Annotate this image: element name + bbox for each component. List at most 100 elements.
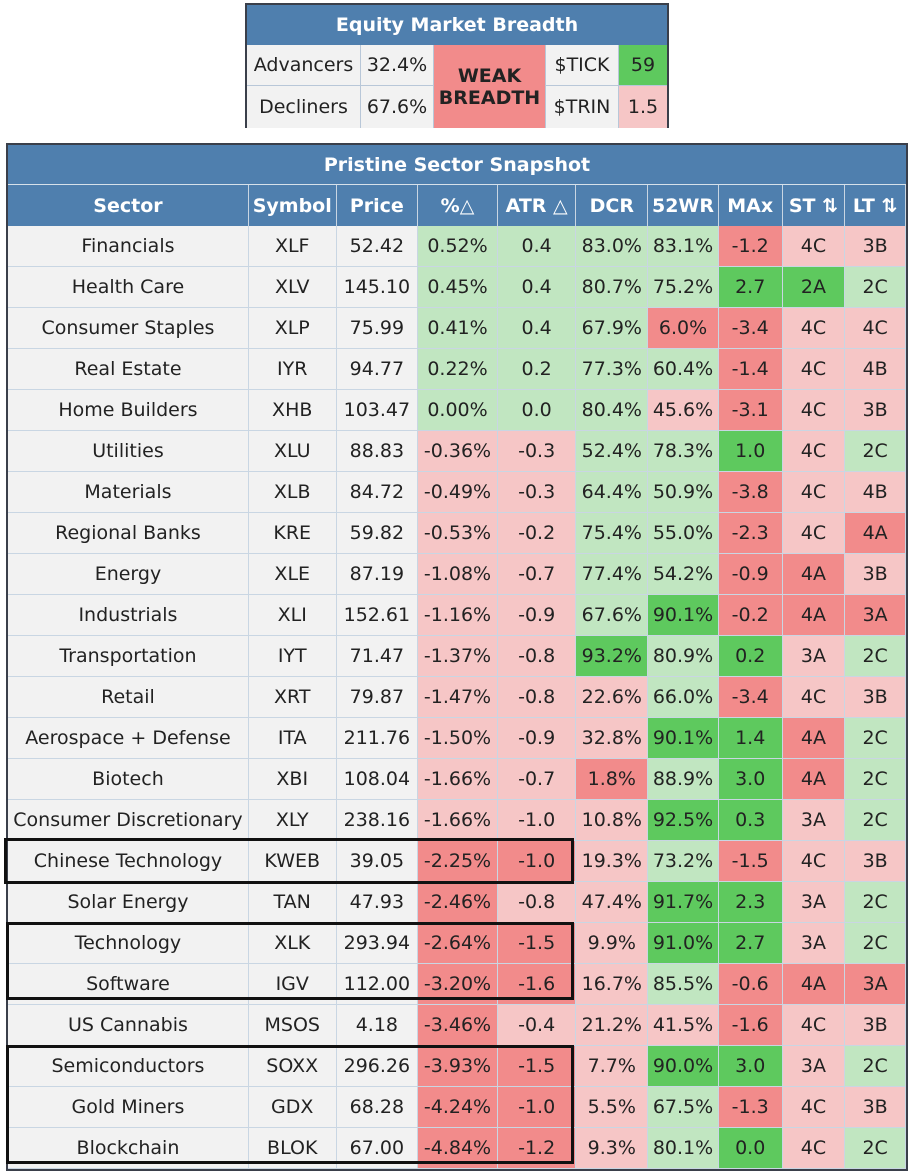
cell-sector: US Cannabis — [8, 1005, 249, 1046]
cell-symbol: BLOK — [248, 1128, 337, 1169]
cell-sector: Semiconductors — [8, 1046, 249, 1087]
cell-dcr: 83.0% — [576, 226, 649, 267]
cell-52wr: 6.0% — [648, 308, 719, 349]
cell-sector: Solar Energy — [8, 882, 249, 923]
cell-st: 4C — [782, 677, 846, 718]
table-row: Regional Banks KRE 59.82 -0.53% -0.2 75.4% 55.… — [8, 513, 906, 554]
cell-lt: 2C — [845, 923, 906, 964]
cell-52wr: 80.9% — [648, 636, 719, 677]
cell-atr-change: 0.2 — [497, 349, 577, 390]
cell-sector: Financials — [8, 226, 249, 267]
cell-st: 4C — [782, 513, 846, 554]
cell-52wr: 90.1% — [648, 718, 719, 759]
cell-symbol: XRT — [248, 677, 337, 718]
cell-symbol: IYT — [248, 636, 337, 677]
cell-pct-change: -1.47% — [418, 677, 498, 718]
cell-price: 152.61 — [336, 595, 419, 636]
cell-price: 94.77 — [336, 349, 419, 390]
cell-sector: Retail — [8, 677, 249, 718]
cell-52wr: 54.2% — [648, 554, 719, 595]
cell-symbol: XLY — [248, 800, 337, 841]
cell-price: 47.93 — [336, 882, 419, 923]
cell-max: 3.0 — [718, 759, 783, 800]
cell-pct-change: -0.53% — [418, 513, 498, 554]
cell-max: -1.4 — [718, 349, 783, 390]
breadth-title: Equity Market Breadth — [247, 5, 667, 45]
cell-st: 3A — [782, 882, 846, 923]
table-row: Technology XLK 293.94 -2.64% -1.5 9.9% 91.0% 2.… — [8, 923, 906, 964]
cell-max: -0.2 — [718, 595, 783, 636]
cell-52wr: 92.5% — [648, 800, 719, 841]
cell-symbol: XLF — [248, 226, 337, 267]
cell-lt: 2C — [845, 1046, 906, 1087]
cell-atr-change: 0.4 — [497, 308, 577, 349]
cell-price: 68.28 — [336, 1087, 419, 1128]
cell-52wr: 85.5% — [648, 964, 719, 1005]
cell-price: 108.04 — [336, 759, 419, 800]
cell-st: 3A — [782, 800, 846, 841]
table-row: Biotech XBI 108.04 -1.66% -0.7 1.8% 88.9% 3.0 4A… — [8, 759, 906, 800]
cell-max: -1.5 — [718, 841, 783, 882]
cell-sector: Materials — [8, 472, 249, 513]
cell-dcr: 21.2% — [576, 1005, 649, 1046]
cell-lt: 4B — [845, 472, 906, 513]
cell-52wr: 91.7% — [648, 882, 719, 923]
table-row: Software IGV 112.00 -3.20% -1.6 16.7% 85.5% -0.… — [8, 964, 906, 1005]
cell-sector: Technology — [8, 923, 249, 964]
cell-sector: Real Estate — [8, 349, 249, 390]
cell-symbol: MSOS — [248, 1005, 337, 1046]
cell-atr-change: 0.4 — [497, 267, 577, 308]
cell-dcr: 67.9% — [576, 308, 649, 349]
cell-pct-change: -1.08% — [418, 554, 498, 595]
cell-atr-change: -0.7 — [497, 554, 577, 595]
cell-lt: 3B — [845, 226, 906, 267]
breadth-status-badge: WEAK BREADTH — [434, 45, 546, 128]
cell-st: 4C — [782, 472, 846, 513]
column-header-symbol: Symbol — [248, 185, 337, 226]
cell-max: -3.4 — [718, 677, 783, 718]
cell-st: 4C — [782, 226, 846, 267]
cell-symbol: XHB — [248, 390, 337, 431]
cell-pct-change: -3.20% — [418, 964, 498, 1005]
cell-52wr: 73.2% — [648, 841, 719, 882]
cell-max: -1.2 — [718, 226, 783, 267]
cell-dcr: 67.6% — [576, 595, 649, 636]
cell-52wr: 45.6% — [648, 390, 719, 431]
column-header-pct-change: %△ — [418, 185, 498, 226]
cell-price: 103.47 — [336, 390, 419, 431]
column-header-dcr: DCR — [576, 185, 649, 226]
cell-max: 3.0 — [718, 1046, 783, 1087]
cell-st: 4C — [782, 431, 846, 472]
table-row: Consumer Staples XLP 75.99 0.41% 0.4 67.9% 6.0… — [8, 308, 906, 349]
cell-sector: Software — [8, 964, 249, 1005]
cell-52wr: 91.0% — [648, 923, 719, 964]
cell-lt: 2C — [845, 882, 906, 923]
cell-dcr: 52.4% — [576, 431, 649, 472]
cell-st: 4A — [782, 595, 846, 636]
tick-label: $TICK — [546, 45, 619, 86]
cell-dcr: 80.4% — [576, 390, 649, 431]
cell-st: 3A — [782, 1046, 846, 1087]
cell-st: 3A — [782, 636, 846, 677]
cell-price: 67.00 — [336, 1128, 419, 1169]
cell-price: 84.72 — [336, 472, 419, 513]
cell-sector: Gold Miners — [8, 1087, 249, 1128]
cell-52wr: 55.0% — [648, 513, 719, 554]
cell-lt: 3B — [845, 390, 906, 431]
cell-sector: Blockchain — [8, 1128, 249, 1169]
cell-price: 59.82 — [336, 513, 419, 554]
cell-sector: Chinese Technology — [8, 841, 249, 882]
cell-price: 238.16 — [336, 800, 419, 841]
cell-dcr: 7.7% — [576, 1046, 649, 1087]
cell-52wr: 78.3% — [648, 431, 719, 472]
cell-atr-change: -0.4 — [497, 1005, 577, 1046]
cell-st: 4A — [782, 554, 846, 595]
column-header-price: Price — [336, 185, 419, 226]
cell-52wr: 80.1% — [648, 1128, 719, 1169]
cell-atr-change: -1.0 — [497, 800, 577, 841]
cell-sector: Industrials — [8, 595, 249, 636]
cell-max: 0.3 — [718, 800, 783, 841]
cell-symbol: XLB — [248, 472, 337, 513]
cell-sector: Aerospace + Defense — [8, 718, 249, 759]
advancers-label: Advancers — [247, 45, 361, 86]
